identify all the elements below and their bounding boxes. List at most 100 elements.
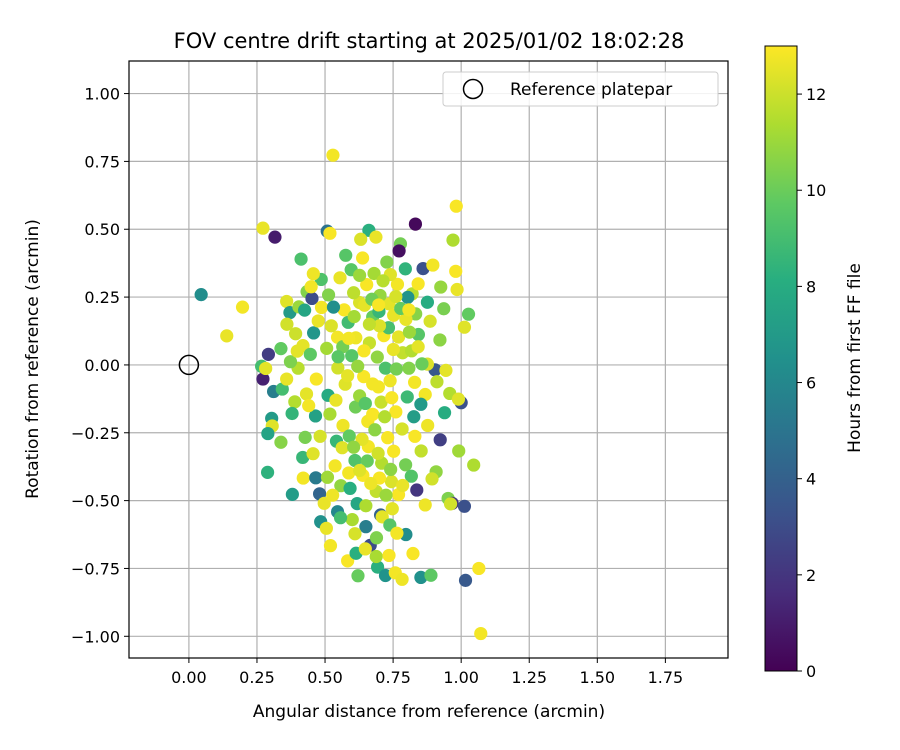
data-point — [372, 319, 387, 333]
data-point — [299, 387, 314, 401]
data-point — [407, 410, 421, 424]
data-point — [333, 511, 348, 525]
axis-ticks: 0.00 0.25 0.50 0.75 1.00 1.25 1.50 1.75 1.00 0.75… — [71, 85, 683, 687]
data-point — [362, 317, 377, 331]
data-point — [392, 244, 406, 258]
data-point — [353, 268, 367, 282]
data-point — [430, 375, 444, 389]
data-point — [309, 471, 323, 485]
data-point — [347, 310, 361, 324]
chart-title: FOV centre drift starting at 2025/01/02 … — [174, 29, 685, 53]
data-point — [381, 431, 395, 445]
data-point — [402, 303, 416, 317]
data-point — [348, 527, 362, 541]
data-point — [280, 317, 294, 331]
data-point — [387, 444, 401, 458]
legend-box — [442, 71, 719, 107]
data-point — [283, 355, 298, 369]
x-axis-label: Angular distance from reference (arcmin) — [253, 702, 605, 722]
colorbar: 0 2 4 6 8 10 12 Hours from first FF file — [764, 45, 865, 681]
data-point — [380, 255, 394, 269]
data-point — [323, 539, 338, 553]
data-point — [406, 546, 420, 561]
data-point — [452, 444, 466, 458]
data-point — [389, 362, 403, 376]
data-point — [341, 369, 355, 383]
data-point — [329, 393, 343, 407]
data-point — [434, 280, 448, 294]
data-point — [261, 347, 276, 361]
data-point — [274, 435, 288, 449]
data-point — [296, 450, 310, 465]
data-point — [351, 359, 365, 373]
data-point — [194, 288, 208, 302]
data-point — [341, 554, 355, 568]
data-point — [294, 252, 308, 266]
data-point — [369, 549, 383, 564]
data-point — [379, 488, 393, 502]
data-point — [280, 294, 294, 309]
data-point — [449, 264, 463, 278]
data-point — [285, 406, 299, 421]
colorbar-tick-label: 12 — [806, 85, 826, 104]
colorbar-tick-label: 4 — [806, 470, 816, 489]
data-point — [275, 382, 289, 396]
data-point — [400, 390, 414, 404]
data-point — [331, 350, 345, 364]
data-point — [259, 361, 273, 376]
y-tick-label: 0.00 — [84, 356, 120, 375]
x-tick-label: 1.00 — [443, 668, 479, 687]
data-point — [303, 347, 317, 361]
data-point — [370, 560, 385, 574]
data-point — [306, 267, 320, 281]
data-point — [302, 399, 316, 413]
data-point — [285, 487, 299, 501]
colorbar-tick-label: 2 — [806, 566, 816, 585]
x-tick-label: 1.25 — [511, 668, 547, 687]
data-point — [443, 497, 458, 511]
data-point — [384, 462, 398, 477]
data-point — [323, 407, 337, 421]
data-point — [288, 395, 302, 409]
colorbar-ticks: 0 2 4 6 8 10 12 — [797, 85, 826, 681]
data-point — [386, 342, 400, 357]
x-tick-label: 1.75 — [648, 668, 684, 687]
data-point — [328, 459, 342, 473]
data-point — [399, 458, 413, 472]
data-point — [311, 314, 325, 328]
data-point — [472, 561, 486, 576]
data-point — [317, 496, 331, 510]
x-tick-label: 1.50 — [579, 668, 615, 687]
data-point — [342, 331, 356, 345]
y-tick-label: 0.50 — [84, 220, 120, 239]
data-point — [308, 409, 323, 423]
data-point — [390, 277, 405, 291]
data-point — [423, 314, 437, 328]
data-point — [414, 444, 428, 458]
colorbar-tick-label: 0 — [806, 662, 816, 681]
data-point — [372, 298, 386, 312]
x-tick-label: 0.75 — [375, 668, 411, 687]
data-point — [256, 372, 270, 386]
data-point — [296, 471, 310, 485]
data-point — [446, 233, 460, 247]
data-point — [351, 569, 365, 583]
data-point — [256, 221, 270, 235]
data-point — [354, 232, 368, 246]
data-point — [314, 300, 329, 314]
y-axis-label: Rotation from reference (arcmin) — [23, 219, 43, 499]
x-tick-label: 0.25 — [239, 668, 275, 687]
colorbar-tick-label: 10 — [806, 181, 826, 200]
data-point — [309, 372, 323, 386]
data-point — [342, 429, 356, 443]
data-point — [290, 344, 304, 358]
data-point — [458, 573, 473, 587]
data-point — [411, 340, 425, 354]
data-point — [307, 326, 321, 340]
data-point — [353, 463, 367, 478]
data-point — [235, 300, 250, 314]
data-point — [451, 392, 466, 406]
data-point — [347, 286, 361, 300]
data-point — [348, 453, 362, 468]
data-point — [280, 372, 294, 386]
